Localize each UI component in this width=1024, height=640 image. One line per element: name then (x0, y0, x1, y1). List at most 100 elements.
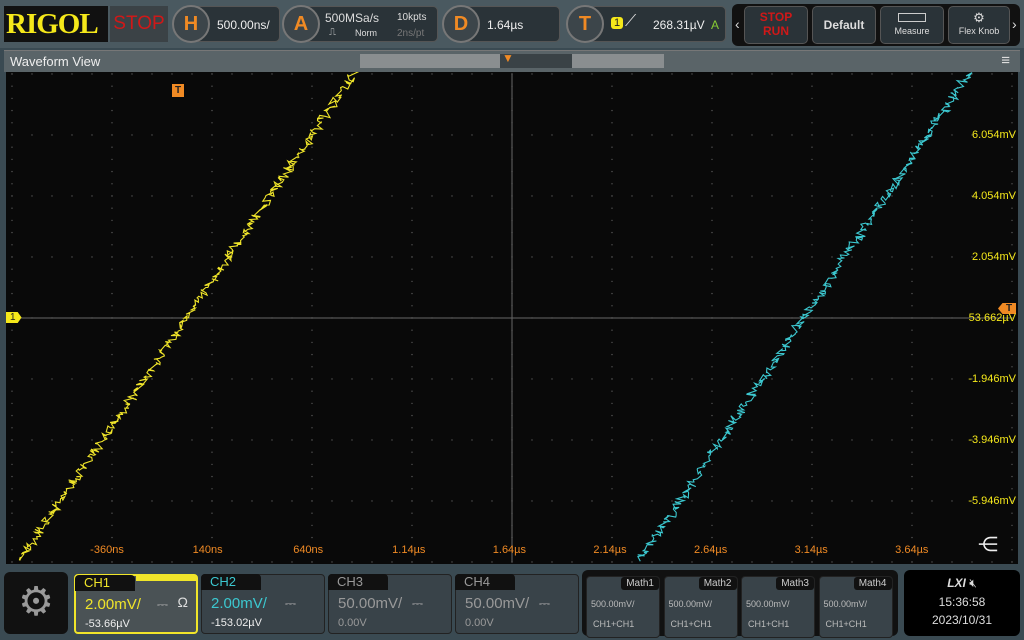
grid-dot (1011, 452, 1012, 453)
scroll-left-icon[interactable]: ‹ (735, 16, 740, 32)
mute-icon[interactable]: 🔇︎ (969, 576, 977, 590)
math-name: Math2 (699, 577, 737, 590)
channel-2-panel[interactable]: CH2 2.00mV/ ⎓ -153.02µV (201, 574, 325, 634)
grid-dot (331, 134, 332, 135)
channel-4-panel[interactable]: CH4 50.00mV/ ⎓ 0.00V (455, 574, 579, 634)
default-button[interactable]: Default (812, 6, 876, 44)
grid-dot (211, 500, 212, 501)
math-4-panel[interactable]: Math4 500.00mV/CH1+CH1 (819, 576, 893, 638)
grid-dot (951, 73, 952, 74)
channel-name: CH4 (455, 574, 515, 590)
trigger-panel[interactable]: 1 ⟋ 268.31µV A (590, 6, 726, 42)
grid-dot (131, 439, 132, 440)
grid-dot (551, 134, 552, 135)
grid-dot (171, 439, 172, 440)
grid-dot (911, 195, 912, 196)
grid-dot (11, 354, 12, 355)
grid-dot (311, 342, 312, 343)
grid-dot (811, 269, 812, 270)
collapse-menu-icon[interactable]: ⋲ (978, 532, 998, 557)
measure-button[interactable]: Measure (880, 6, 944, 44)
grid-dot (611, 500, 612, 501)
grid-dot (371, 500, 372, 501)
grid-dot (391, 500, 392, 501)
grid-dot (111, 354, 112, 355)
grid-dot (211, 269, 212, 270)
math-name: Math3 (776, 577, 814, 590)
waveform-grid[interactable] (6, 72, 1018, 564)
grid-dot (531, 561, 532, 562)
trigger-time-marker[interactable]: T (172, 84, 184, 97)
grid-dot (311, 391, 312, 392)
grid-dot (611, 281, 612, 282)
grid-dot (11, 86, 12, 87)
grid-dot (31, 500, 32, 501)
grid-dot (911, 366, 912, 367)
grid-dot (231, 500, 232, 501)
grid-dot (811, 403, 812, 404)
grid-dot (211, 464, 212, 465)
horizontal-button[interactable]: H (172, 5, 210, 43)
acquire-panel[interactable]: 500MSa/s ⎍ Norm 10kpts 2ns/pt (300, 6, 438, 42)
flex-knob-button[interactable]: ⚙ Flex Knob (948, 6, 1010, 44)
grid-dot (711, 403, 712, 404)
math-1-panel[interactable]: Math1 500.00mV/CH1+CH1 (586, 576, 660, 638)
trigger-position-marker: ▼ (502, 51, 514, 65)
grid-dot (111, 281, 112, 282)
grid-dot (611, 464, 612, 465)
channel-3-panel[interactable]: CH3 50.00mV/ ⎓ 0.00V (328, 574, 452, 634)
run-state-indicator[interactable]: STOP (110, 6, 168, 42)
grid-dot (11, 378, 12, 379)
timebase-value: 500.00ns/ (217, 18, 270, 32)
memory-depth: 10kpts (397, 12, 426, 23)
grid-dot (311, 525, 312, 526)
trigger-button[interactable]: T (566, 5, 604, 43)
grid-dot (811, 330, 812, 331)
grid-dot (451, 73, 452, 74)
grid-dot (271, 256, 272, 257)
grid-dot (671, 256, 672, 257)
grid-dot (211, 439, 212, 440)
channel-1-panel[interactable]: CH1 2.00mV/ ⎓ Ω -53.66µV (74, 574, 198, 634)
math-2-panel[interactable]: Math2 500.00mV/CH1+CH1 (664, 576, 738, 638)
grid-dot (871, 378, 872, 379)
grid-dot (711, 366, 712, 367)
grid-dot (151, 378, 152, 379)
grid-dot (731, 378, 732, 379)
delay-button[interactable]: D (442, 5, 480, 43)
dc-coupling-icon: ⎓ (412, 595, 423, 612)
grid-dot (831, 256, 832, 257)
grid-dot (791, 439, 792, 440)
grid-dot (531, 73, 532, 74)
dc-coupling-icon: ⎓ (539, 595, 550, 612)
grid-dot (1011, 244, 1012, 245)
grid-dot (771, 134, 772, 135)
grid-dot (491, 134, 492, 135)
grid-dot (31, 73, 32, 74)
grid-dot (371, 195, 372, 196)
grid-dot (911, 391, 912, 392)
grid-dot (51, 500, 52, 501)
grid-dot (1011, 208, 1012, 209)
grid-dot (911, 134, 912, 135)
delay-value: 1.64µs (487, 18, 523, 32)
grid-dot (831, 73, 832, 74)
math-expression: CH1+CH1 (826, 619, 867, 629)
grid-dot (271, 439, 272, 440)
grid-dot (671, 378, 672, 379)
scroll-right-icon[interactable]: › (1012, 16, 1017, 32)
grid-dot (91, 561, 92, 562)
stop-run-button[interactable]: STOP RUN (744, 6, 808, 44)
grid-dot (771, 256, 772, 257)
grid-dot (251, 439, 252, 440)
grid-dot (791, 195, 792, 196)
grid-dot (831, 134, 832, 135)
menu-icon[interactable]: ≡ (1001, 52, 1010, 69)
math-3-panel[interactable]: Math3 500.00mV/CH1+CH1 (741, 576, 815, 638)
sample-rate: 500MSa/s (325, 11, 379, 25)
time-axis-label: 2.14µs (593, 544, 626, 556)
grid-dot (191, 561, 192, 562)
home-gear-icon[interactable]: ⚙ (4, 572, 68, 634)
acquire-button[interactable]: A (282, 5, 320, 43)
grid-dot (931, 561, 932, 562)
